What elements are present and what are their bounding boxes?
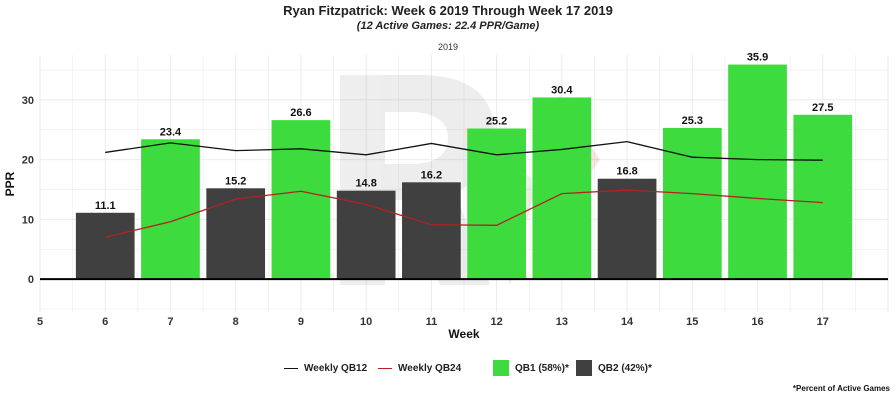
x-tick-label: 13 [556,316,568,328]
x-tick-label: 8 [233,316,239,328]
bar-value-labels: 11.1 23.4 15.2 26.6 14.8 16.2 25.2 30.4 16.8 25.3… [95,52,834,212]
legend: Weekly QB12 Weekly QB24 QB1 (58%)* QB2 (… [0,359,896,377]
x-tick-label: 14 [621,316,634,328]
bar-label-week-13: 30.4 [551,84,573,96]
legend-label-qb1: QB1 (58%)* [515,362,569,374]
bar-week-7 [141,139,200,280]
chart-subtitle: (12 Active Games: 22.4 PPR/Game) [356,20,540,32]
bar-week-13 [532,97,592,280]
line-series [105,141,823,238]
bar-label-week-6: 11.1 [95,200,116,212]
legend-swatch-qb24 [378,367,392,369]
bar-week-10 [336,190,396,280]
legend-label-qb2: QB2 (42%)* [598,362,652,374]
bar-week-8 [206,188,266,280]
bar-label-week-17: 27.5 [812,102,833,114]
x-tick-label: 6 [102,316,108,328]
legend-label-qb24: Weekly QB24 [398,362,462,374]
line-qb24 [105,189,823,238]
bar-label-week-11: 16.2 [421,169,442,181]
legend-swatch-qb2 [576,360,592,376]
x-tick-label: 9 [298,316,304,328]
y-tick-label: 10 [22,214,34,226]
panel-label: 2019 [437,42,459,52]
x-axis-label: Week [448,327,479,341]
bar-week-6 [75,212,135,280]
footnote: *Percent of Active Games [792,384,890,393]
bar-label-week-10: 14.8 [355,178,376,190]
legend-item-qb24: Weekly QB24 [378,359,461,377]
axes: 0 10 20 30 5 6 7 8 9 10 11 12 13 14 15 16 17 [22,95,888,328]
x-tick-label: 11 [426,316,438,328]
legend-item-qb2: QB2 (42%)* [576,359,652,377]
legend-item-qb1: QB1 (58%)* [493,359,569,377]
bar-label-week-9: 26.6 [290,107,311,119]
chart-title: Ryan Fitzpatrick: Week 6 2019 Through We… [283,3,613,18]
bar-week-11 [402,182,461,280]
bar-week-16 [728,64,787,280]
x-tick-label: 7 [167,316,173,328]
legend-swatch-qb1 [493,360,509,376]
x-tick-label: 12 [490,316,502,328]
bar-series [75,64,853,280]
y-tick-label: 30 [22,95,34,107]
legend-swatch-qb12 [284,367,298,369]
legend-label-qb12: Weekly QB12 [304,362,368,374]
bar-week-9 [271,120,331,280]
x-tick-label: 5 [37,316,43,328]
bar-label-week-16: 35.9 [747,52,768,64]
bar-week-17 [793,114,853,280]
y-tick-label: 20 [22,155,34,167]
bar-label-week-14: 16.8 [616,166,637,178]
bar-week-14 [597,178,657,280]
line-qb12 [105,141,823,161]
y-axis-label: PPR [3,171,17,196]
legend-item-qb12: Weekly QB12 [284,359,367,377]
x-tick-label: 15 [686,316,698,328]
bar-label-week-15: 25.3 [682,115,703,127]
x-tick-label: 17 [817,316,829,328]
x-tick-label: 10 [360,316,372,328]
bar-label-week-8: 15.2 [225,175,246,187]
bar-label-week-12: 25.2 [486,116,507,128]
bar-label-week-7: 23.4 [160,126,182,138]
x-tick-label: 16 [751,316,763,328]
y-tick-label: 0 [28,274,34,286]
bar-week-15 [662,127,722,280]
